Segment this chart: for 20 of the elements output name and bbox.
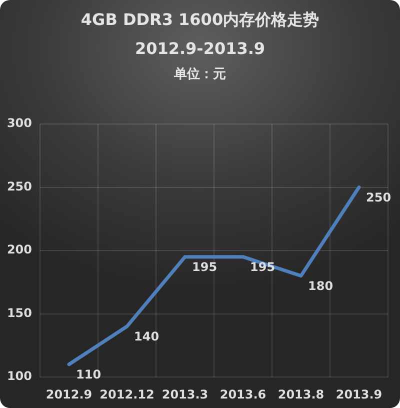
x-tick-label: 2012.12 xyxy=(100,387,154,402)
x-tick-label: 2013.3 xyxy=(162,387,208,402)
text: 单位：元 xyxy=(173,66,227,84)
x-tick-label: 2013.6 xyxy=(220,387,266,402)
x-tick-label: 2012.9 xyxy=(46,387,92,402)
data-label: 195 xyxy=(250,260,276,274)
x-tick-label: 2013.9 xyxy=(336,387,382,402)
data-label: 110 xyxy=(76,367,102,382)
y-tick-label: 300 xyxy=(6,116,32,130)
chart-subtitle: 2012.9-2013.9 xyxy=(134,39,266,58)
data-label: 140 xyxy=(134,330,160,344)
x-tick-label: 2013.8 xyxy=(278,387,324,402)
y-tick-label: 100 xyxy=(6,369,32,384)
y-tick-label: 200 xyxy=(6,242,32,257)
y-tick-label: 150 xyxy=(6,306,32,320)
data-label: 195 xyxy=(192,260,218,274)
data-label: 250 xyxy=(366,190,392,204)
y-tick-label: 250 xyxy=(6,179,32,194)
chart-title: 4GB DDR3 1600内存价格走势 xyxy=(80,10,320,31)
data-label: 180 xyxy=(308,278,334,293)
